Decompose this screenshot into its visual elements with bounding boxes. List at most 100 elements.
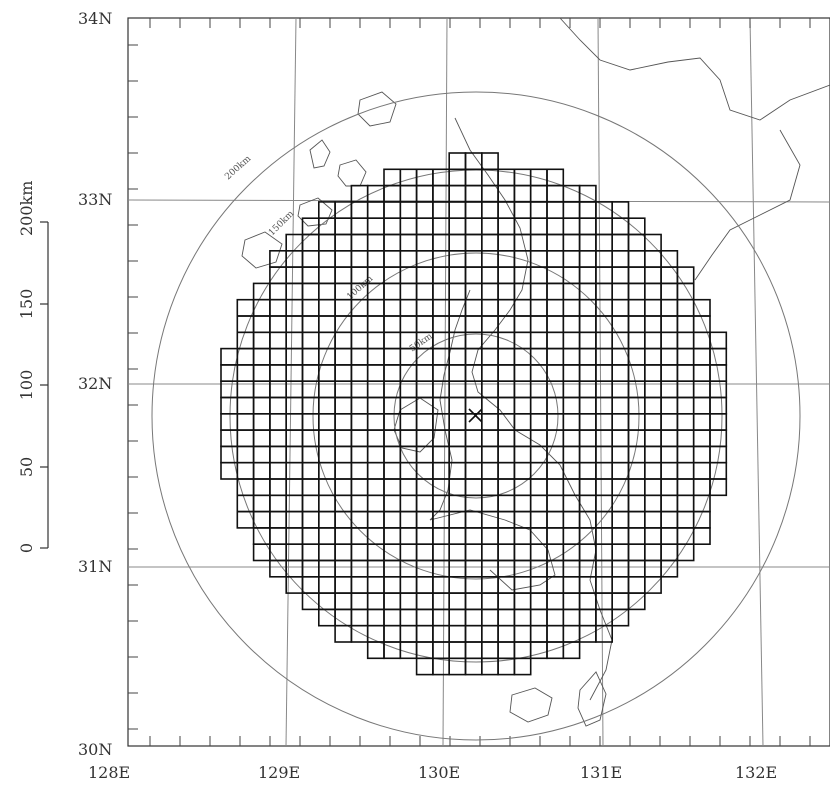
grid-cell bbox=[627, 478, 646, 497]
grid-cell bbox=[334, 559, 353, 578]
grid-cell bbox=[301, 429, 320, 448]
grid-cell bbox=[676, 429, 695, 448]
grid-cell bbox=[448, 494, 467, 513]
grid-cell bbox=[383, 364, 402, 382]
grid-cell bbox=[709, 478, 728, 497]
grid-cell bbox=[432, 445, 450, 464]
grid-cell bbox=[383, 315, 402, 334]
grid-cell bbox=[497, 266, 516, 285]
grid-cell bbox=[562, 347, 581, 366]
grid-cell bbox=[513, 527, 532, 546]
grid-cell bbox=[366, 478, 385, 497]
grid-cell bbox=[366, 510, 385, 529]
grid-cell bbox=[529, 527, 548, 546]
grid-cell bbox=[464, 478, 483, 497]
grid-cell bbox=[595, 266, 614, 285]
grid-cell bbox=[529, 592, 548, 611]
grid-cell bbox=[432, 641, 450, 660]
grid-cell bbox=[383, 575, 402, 594]
grid-cell bbox=[334, 266, 353, 285]
grid-cell bbox=[595, 331, 614, 350]
grid-cell bbox=[546, 233, 565, 252]
grid-cell bbox=[595, 461, 614, 480]
grid-cell bbox=[350, 201, 369, 219]
grid-cell bbox=[383, 331, 402, 350]
grid-cell bbox=[301, 347, 320, 366]
grid-cell bbox=[513, 559, 532, 578]
grid-cell bbox=[643, 266, 662, 285]
grid-cell bbox=[464, 641, 483, 660]
grid-cell bbox=[513, 592, 532, 611]
grid-cell bbox=[464, 657, 483, 676]
grid-cell bbox=[285, 298, 304, 317]
grid-cell bbox=[301, 364, 320, 382]
grid-cell bbox=[334, 217, 353, 236]
grid-cell bbox=[643, 396, 662, 415]
grid-cell bbox=[252, 478, 271, 497]
grid-cell bbox=[252, 364, 271, 382]
grid-cell bbox=[562, 233, 581, 252]
grid-cell bbox=[334, 364, 353, 382]
grid-cell bbox=[546, 494, 565, 513]
grid-cell bbox=[269, 429, 287, 448]
grid-cell bbox=[660, 282, 679, 301]
grid-cell bbox=[350, 592, 369, 611]
grid-cell bbox=[285, 364, 304, 382]
grid-cell bbox=[480, 559, 499, 578]
grid-cell bbox=[383, 641, 402, 660]
grid-cell bbox=[562, 592, 581, 611]
grid-cell bbox=[334, 624, 353, 643]
grid-cell bbox=[334, 543, 353, 562]
grid-cell bbox=[366, 575, 385, 594]
grid-cell bbox=[366, 233, 385, 252]
grid-cell bbox=[334, 510, 353, 529]
grid-cell bbox=[611, 250, 630, 268]
grid-cell bbox=[448, 478, 467, 497]
grid-cell bbox=[383, 592, 402, 611]
grid-cell bbox=[676, 396, 695, 415]
grid-cell bbox=[562, 298, 581, 317]
grid-cell bbox=[334, 478, 353, 497]
grid-cell bbox=[595, 624, 614, 643]
grid-cell bbox=[350, 543, 369, 562]
grid-cell bbox=[399, 543, 418, 562]
grid-cell bbox=[627, 364, 646, 382]
grid-cell bbox=[415, 543, 434, 562]
grid-cell bbox=[480, 592, 499, 611]
grid-cell bbox=[464, 233, 483, 252]
grid-cell bbox=[627, 575, 646, 594]
grid-cell bbox=[415, 608, 434, 627]
grid-cell bbox=[497, 429, 516, 448]
grid-cell bbox=[464, 429, 483, 448]
tanegashima-island bbox=[577, 671, 607, 727]
grid-cell bbox=[399, 494, 418, 513]
grid-cell bbox=[464, 461, 483, 480]
grid-cell bbox=[334, 250, 353, 268]
grid-cell bbox=[480, 478, 499, 497]
ariake-coast bbox=[429, 289, 471, 521]
grid-cell bbox=[399, 217, 418, 236]
grid-cell bbox=[252, 396, 271, 415]
grid-cell bbox=[285, 233, 304, 252]
grid-cell bbox=[350, 396, 369, 415]
grid-cell bbox=[578, 461, 597, 480]
grid-cell bbox=[480, 217, 499, 236]
grid-cell bbox=[350, 559, 369, 578]
grid-cell bbox=[497, 282, 516, 301]
grid-cell bbox=[611, 510, 630, 529]
grid-cell bbox=[269, 250, 287, 268]
grid-cell bbox=[578, 298, 597, 317]
grid-cell bbox=[317, 412, 336, 431]
grid-cell bbox=[546, 478, 565, 497]
grid-cell bbox=[464, 527, 483, 546]
grid-cell bbox=[611, 347, 630, 366]
grid-cell bbox=[709, 429, 728, 448]
grid-cell bbox=[643, 250, 662, 268]
grid-cell bbox=[236, 478, 255, 497]
grid-cell bbox=[643, 494, 662, 513]
grid-cell bbox=[480, 412, 499, 431]
ring-label-50km: 50km bbox=[408, 331, 435, 354]
grid-cell bbox=[399, 266, 418, 285]
grid-cell bbox=[595, 559, 614, 578]
grid-cell bbox=[317, 559, 336, 578]
